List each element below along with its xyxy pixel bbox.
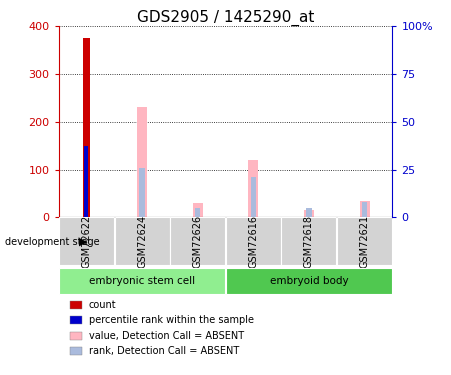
Title: GDS2905 / 1425290_at: GDS2905 / 1425290_at	[137, 10, 314, 26]
Bar	[115, 217, 170, 265]
Bar	[249, 160, 258, 218]
Bar	[83, 38, 90, 218]
Bar	[59, 268, 225, 294]
Bar	[59, 217, 114, 265]
Text: GSM72621: GSM72621	[359, 214, 369, 268]
Bar	[281, 217, 336, 265]
Bar	[362, 202, 367, 217]
Bar	[337, 217, 392, 265]
Text: GSM72624: GSM72624	[137, 214, 147, 268]
Bar	[139, 168, 145, 217]
Bar	[70, 316, 82, 324]
Bar	[359, 201, 369, 217]
Text: embryoid body: embryoid body	[270, 276, 348, 286]
Bar	[306, 208, 312, 218]
Bar	[304, 210, 314, 218]
Text: ▶: ▶	[79, 237, 87, 247]
Text: GSM72618: GSM72618	[304, 215, 314, 268]
Text: count: count	[89, 300, 116, 310]
Text: rank, Detection Call = ABSENT: rank, Detection Call = ABSENT	[89, 346, 239, 356]
Text: value, Detection Call = ABSENT: value, Detection Call = ABSENT	[89, 331, 244, 340]
Text: GSM72626: GSM72626	[193, 214, 202, 268]
Bar	[193, 203, 202, 217]
Bar	[251, 177, 256, 218]
Text: GSM72616: GSM72616	[249, 215, 258, 268]
Bar	[226, 268, 392, 294]
Bar	[137, 106, 147, 218]
Bar	[226, 217, 281, 265]
Bar	[70, 347, 82, 355]
Text: GSM72622: GSM72622	[82, 214, 92, 268]
Text: percentile rank within the sample: percentile rank within the sample	[89, 315, 253, 325]
Text: development stage: development stage	[5, 237, 99, 247]
Bar	[170, 217, 225, 265]
Bar	[70, 300, 82, 309]
Text: embryonic stem cell: embryonic stem cell	[89, 276, 195, 286]
Bar	[195, 208, 200, 218]
Bar	[70, 332, 82, 340]
Bar	[84, 146, 88, 218]
